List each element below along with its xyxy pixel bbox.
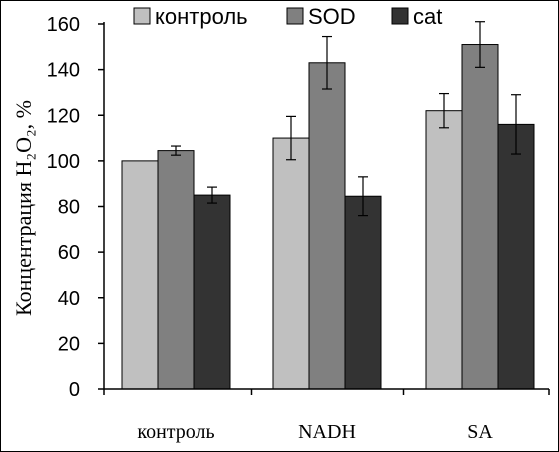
y-tick-label: 40 bbox=[58, 288, 80, 310]
bar bbox=[157, 150, 195, 390]
legend-swatch bbox=[133, 7, 151, 25]
x-category-labels: контроль NADH SA bbox=[137, 421, 493, 443]
legend-label: контроль bbox=[155, 4, 248, 29]
y-tick-label: 80 bbox=[58, 197, 80, 219]
y-tick-label: 0 bbox=[69, 379, 80, 401]
legend-swatch bbox=[286, 7, 304, 25]
y-tick-label: 120 bbox=[47, 105, 80, 127]
axes bbox=[98, 22, 550, 395]
legend: контроль SOD cat bbox=[133, 4, 442, 29]
legend-label: SOD bbox=[308, 4, 356, 29]
y-tick-label: 160 bbox=[47, 14, 80, 36]
bar bbox=[461, 44, 499, 390]
y-tick-labels: 0 20 40 60 80 100 120 140 160 bbox=[47, 14, 80, 401]
x-category-label: контроль bbox=[137, 421, 214, 443]
bar bbox=[425, 110, 463, 390]
bar bbox=[344, 195, 382, 390]
x-category-label: SA bbox=[467, 421, 493, 443]
x-category-label: NADH bbox=[298, 421, 356, 443]
y-tick-label: 60 bbox=[58, 242, 80, 264]
y-tick-label: 20 bbox=[58, 333, 80, 355]
error-bars bbox=[171, 21, 521, 217]
legend-label: cat bbox=[413, 4, 442, 29]
bars bbox=[121, 44, 535, 390]
bar bbox=[497, 123, 535, 390]
bar bbox=[193, 194, 231, 390]
y-axis-title: Концентрация H₂O₂, % bbox=[11, 100, 36, 316]
bar bbox=[272, 137, 310, 390]
y-tick-label: 100 bbox=[47, 151, 80, 173]
bar bbox=[308, 62, 346, 390]
bar bbox=[121, 160, 159, 390]
legend-swatch bbox=[391, 7, 409, 25]
y-tick-label: 140 bbox=[47, 60, 80, 82]
